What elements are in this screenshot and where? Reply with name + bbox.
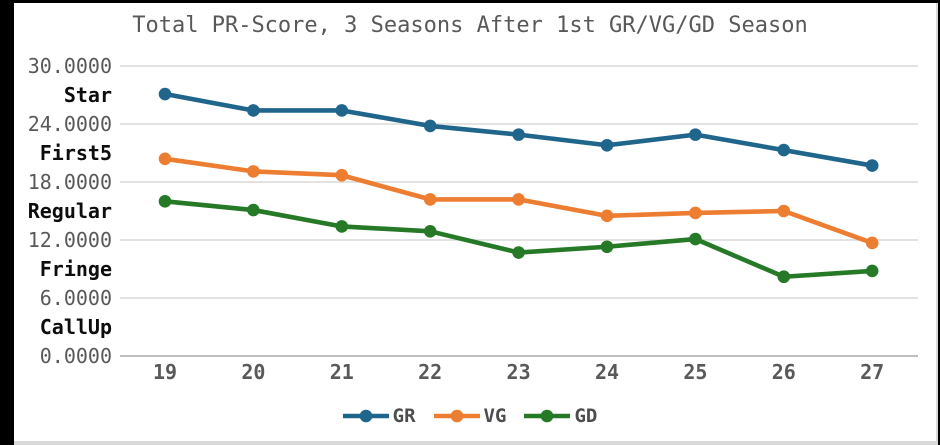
data-point-GR-27 bbox=[865, 159, 879, 172]
legend-dot bbox=[541, 409, 554, 423]
x-tick-label-27: 27 bbox=[860, 360, 885, 384]
legend-dot bbox=[450, 409, 463, 423]
y-tick-label-First5: First5 bbox=[39, 141, 112, 165]
legend: GR VG GD bbox=[0, 403, 940, 429]
data-point-GR-21 bbox=[335, 104, 349, 117]
y-tick-label-6.0000: 6.0000 bbox=[39, 286, 112, 310]
data-point-GR-19 bbox=[158, 87, 172, 101]
y-tick-label-12.0000: 12.0000 bbox=[27, 228, 112, 252]
x-tick-label-22: 22 bbox=[418, 360, 443, 384]
legend-item-GR: GR bbox=[342, 405, 416, 427]
legend-line-marker-icon bbox=[524, 409, 571, 423]
y-tick-label-CallUp: CallUp bbox=[39, 315, 112, 339]
data-point-GD-26 bbox=[777, 270, 791, 284]
data-point-VG-26 bbox=[777, 204, 791, 218]
x-tick-label-24: 24 bbox=[594, 360, 620, 384]
data-point-GR-24 bbox=[600, 138, 614, 152]
data-point-VG-27 bbox=[865, 236, 879, 250]
y-tick-label-30.0000: 30.0000 bbox=[27, 54, 112, 78]
x-tick-label-20: 20 bbox=[241, 360, 266, 384]
y-tick-label-Star: Star bbox=[63, 83, 112, 107]
chart-background bbox=[14, 3, 938, 445]
data-point-VG-20 bbox=[247, 165, 260, 178]
data-point-GR-20 bbox=[247, 104, 260, 117]
legend-line-marker-icon bbox=[342, 409, 389, 423]
data-point-VG-23 bbox=[512, 193, 525, 206]
legend-item-GD: GD bbox=[524, 406, 597, 426]
data-point-GD-22 bbox=[423, 225, 437, 238]
x-tick-label-23: 23 bbox=[506, 360, 531, 384]
data-point-GD-27 bbox=[865, 264, 879, 278]
data-point-GR-22 bbox=[423, 119, 437, 133]
data-point-VG-22 bbox=[423, 193, 437, 206]
y-tick-label-0.0000: 0.0000 bbox=[39, 344, 112, 368]
data-point-VG-25 bbox=[689, 206, 702, 220]
data-point-GD-20 bbox=[247, 203, 260, 217]
x-tick-label-21: 21 bbox=[329, 360, 354, 384]
data-point-GD-24 bbox=[600, 240, 614, 254]
data-point-GD-25 bbox=[689, 232, 702, 246]
data-point-VG-24 bbox=[600, 209, 614, 223]
legend-line-marker-icon bbox=[433, 409, 480, 423]
data-point-GD-21 bbox=[335, 220, 349, 233]
legend-dot bbox=[359, 409, 372, 423]
legend-item-VG: VG bbox=[433, 405, 507, 427]
data-point-GD-23 bbox=[512, 246, 525, 259]
chart-title: Total PR-Score, 3 Seasons After 1st GR/V… bbox=[132, 13, 808, 38]
data-point-GD-19 bbox=[158, 195, 172, 208]
data-point-VG-19 bbox=[158, 152, 172, 166]
x-tick-label-19: 19 bbox=[152, 360, 178, 384]
data-point-GR-23 bbox=[512, 128, 525, 141]
x-tick-label-25: 25 bbox=[683, 360, 708, 384]
y-tick-label-18.0000: 18.0000 bbox=[27, 170, 112, 194]
y-tick-label-24.0000: 24.0000 bbox=[27, 112, 112, 136]
legend-label-VG: VG bbox=[483, 405, 507, 427]
legend-label-GD: GD bbox=[574, 405, 598, 427]
data-point-VG-21 bbox=[335, 168, 349, 182]
y-tick-label-Fringe: Fringe bbox=[39, 257, 112, 281]
x-tick-label-26: 26 bbox=[771, 360, 796, 384]
data-point-GR-25 bbox=[689, 128, 702, 141]
legend-label-GR: GR bbox=[392, 405, 416, 427]
data-point-GR-26 bbox=[777, 143, 791, 157]
y-tick-label-Regular: Regular bbox=[27, 199, 112, 223]
